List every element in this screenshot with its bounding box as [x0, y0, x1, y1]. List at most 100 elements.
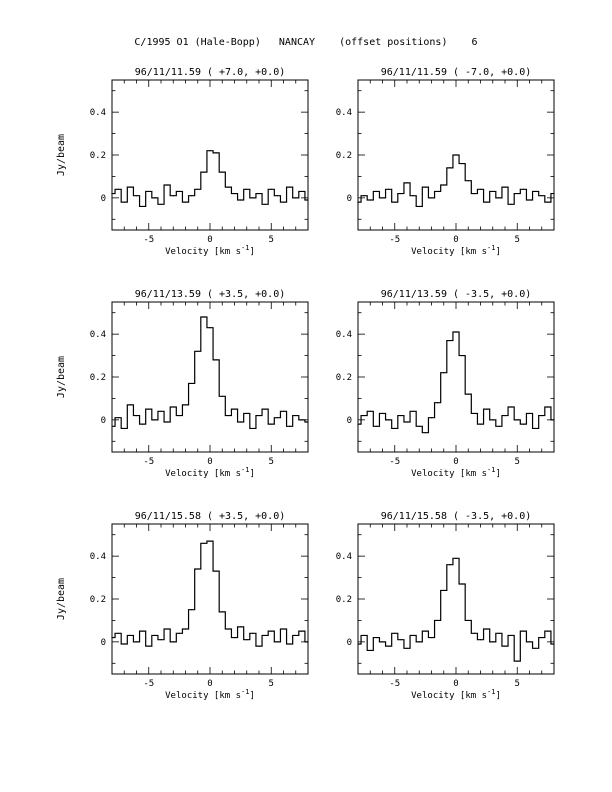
data-point: [154, 634, 156, 637]
y-tick-label: 0: [101, 194, 106, 204]
x-tick-label: 5: [269, 457, 274, 467]
data-point: [215, 359, 217, 361]
data-point: [246, 639, 248, 641]
data-point: [400, 414, 402, 417]
data-point: [215, 570, 217, 572]
data-point: [418, 425, 420, 427]
data-point: [307, 421, 309, 423]
data-point: [498, 632, 500, 634]
data-point: [412, 634, 414, 637]
data-point: [400, 192, 402, 195]
data-point: [553, 192, 555, 195]
data-point: [221, 611, 223, 613]
data-point: [270, 630, 272, 632]
x-axis-label: Velocity [km s-1]: [411, 466, 501, 479]
data-point: [252, 197, 254, 199]
spectrum-panel-3: 96/11/13.59 ( +3.5, +0.0) -5 0 5 0 0.2 0.4 Velo…: [56, 289, 309, 479]
x-tick-label: 0: [207, 457, 212, 467]
data-point: [123, 643, 125, 645]
data-point: [473, 632, 475, 634]
y-tick-label: 0.2: [336, 151, 352, 161]
data-point: [233, 192, 236, 195]
data-point: [443, 372, 445, 374]
data-point: [455, 331, 457, 333]
data-point: [307, 641, 309, 643]
data-point: [437, 619, 439, 622]
data-point: [479, 639, 482, 641]
data-point: [258, 414, 260, 417]
data-point: [449, 564, 451, 566]
panel-title: 96/11/11.59 ( +7.0, +0.0): [135, 67, 286, 78]
y-tick-label: 0: [101, 416, 106, 426]
data-point: [400, 639, 402, 641]
data-point: [197, 350, 199, 352]
data-point: [129, 186, 131, 188]
data-point: [172, 195, 174, 197]
y-tick-label: 0.4: [90, 330, 106, 340]
spectrum-panel-1: 96/11/11.59 ( +7.0, +0.0) -5 0 5 0 0.2 0.4 Velo…: [56, 67, 309, 257]
spectrum-panel-4: 96/11/13.59 ( -3.5, +0.0) -5 0 5 0 0.2 0.4 Velo…: [336, 289, 555, 479]
data-point: [535, 190, 537, 193]
x-axis-label: Velocity [km s-1]: [411, 244, 501, 257]
data-point: [184, 201, 187, 203]
data-point: [418, 205, 420, 208]
spectrum-line: [112, 540, 308, 647]
y-tick-label: 0.2: [336, 373, 352, 383]
data-point: [166, 628, 168, 630]
data-point: [221, 395, 223, 397]
data-point: [135, 414, 138, 417]
spectrum-line: [358, 557, 554, 662]
data-point: [191, 382, 193, 385]
data-point: [197, 188, 199, 190]
data-point: [111, 636, 113, 639]
data-point: [375, 425, 377, 427]
data-point: [363, 195, 365, 197]
data-point: [430, 197, 433, 199]
panel-title: 96/11/15.58 ( -3.5, +0.0): [381, 511, 532, 522]
x-tick-label: -5: [389, 679, 400, 689]
data-point: [504, 414, 506, 417]
x-tick-label: 5: [269, 235, 274, 245]
data-point: [233, 408, 236, 410]
data-point: [467, 180, 469, 182]
data-point: [553, 419, 555, 421]
data-point: [160, 410, 162, 412]
y-axis-label: Jy/beam: [56, 578, 67, 620]
data-point: [123, 427, 125, 430]
data-point: [547, 630, 549, 632]
spectrum-panel-6: 96/11/15.58 ( -3.5, +0.0) -5 0 5 0 0.2 0.4 Velo…: [336, 511, 555, 701]
data-point: [535, 427, 537, 430]
data-point: [461, 162, 463, 165]
data-point: [406, 421, 408, 423]
data-point: [270, 423, 272, 425]
data-point: [154, 197, 156, 199]
data-point: [394, 201, 396, 203]
data-point: [486, 201, 488, 203]
data-point: [492, 641, 494, 643]
x-axis-label: Velocity [km s-1]: [165, 688, 255, 701]
x-axis-label: Velocity [km s-1]: [411, 688, 501, 701]
data-point: [203, 542, 205, 544]
data-point: [142, 630, 144, 632]
y-tick-label: 0: [101, 638, 106, 648]
data-point: [289, 186, 291, 188]
data-point: [449, 339, 451, 342]
page-title: C/1995 O1 (Hale-Bopp) NANCAY (offset pos…: [134, 37, 478, 48]
data-point: [424, 186, 426, 188]
data-point: [516, 660, 518, 662]
x-axis-label: Velocity [km s-1]: [165, 244, 255, 257]
y-tick-label: 0.2: [90, 373, 106, 383]
data-point: [461, 583, 463, 585]
data-point: [227, 628, 229, 630]
data-point: [289, 643, 291, 645]
data-point: [191, 609, 193, 611]
data-point: [301, 190, 303, 193]
data-point: [449, 167, 451, 169]
x-axis-label: Velocity [km s-1]: [165, 466, 255, 479]
x-tick-label: 5: [515, 235, 520, 245]
data-point: [388, 419, 390, 421]
data-point: [541, 636, 543, 639]
y-axis-label: Jy/beam: [56, 134, 67, 176]
data-point: [227, 414, 229, 417]
